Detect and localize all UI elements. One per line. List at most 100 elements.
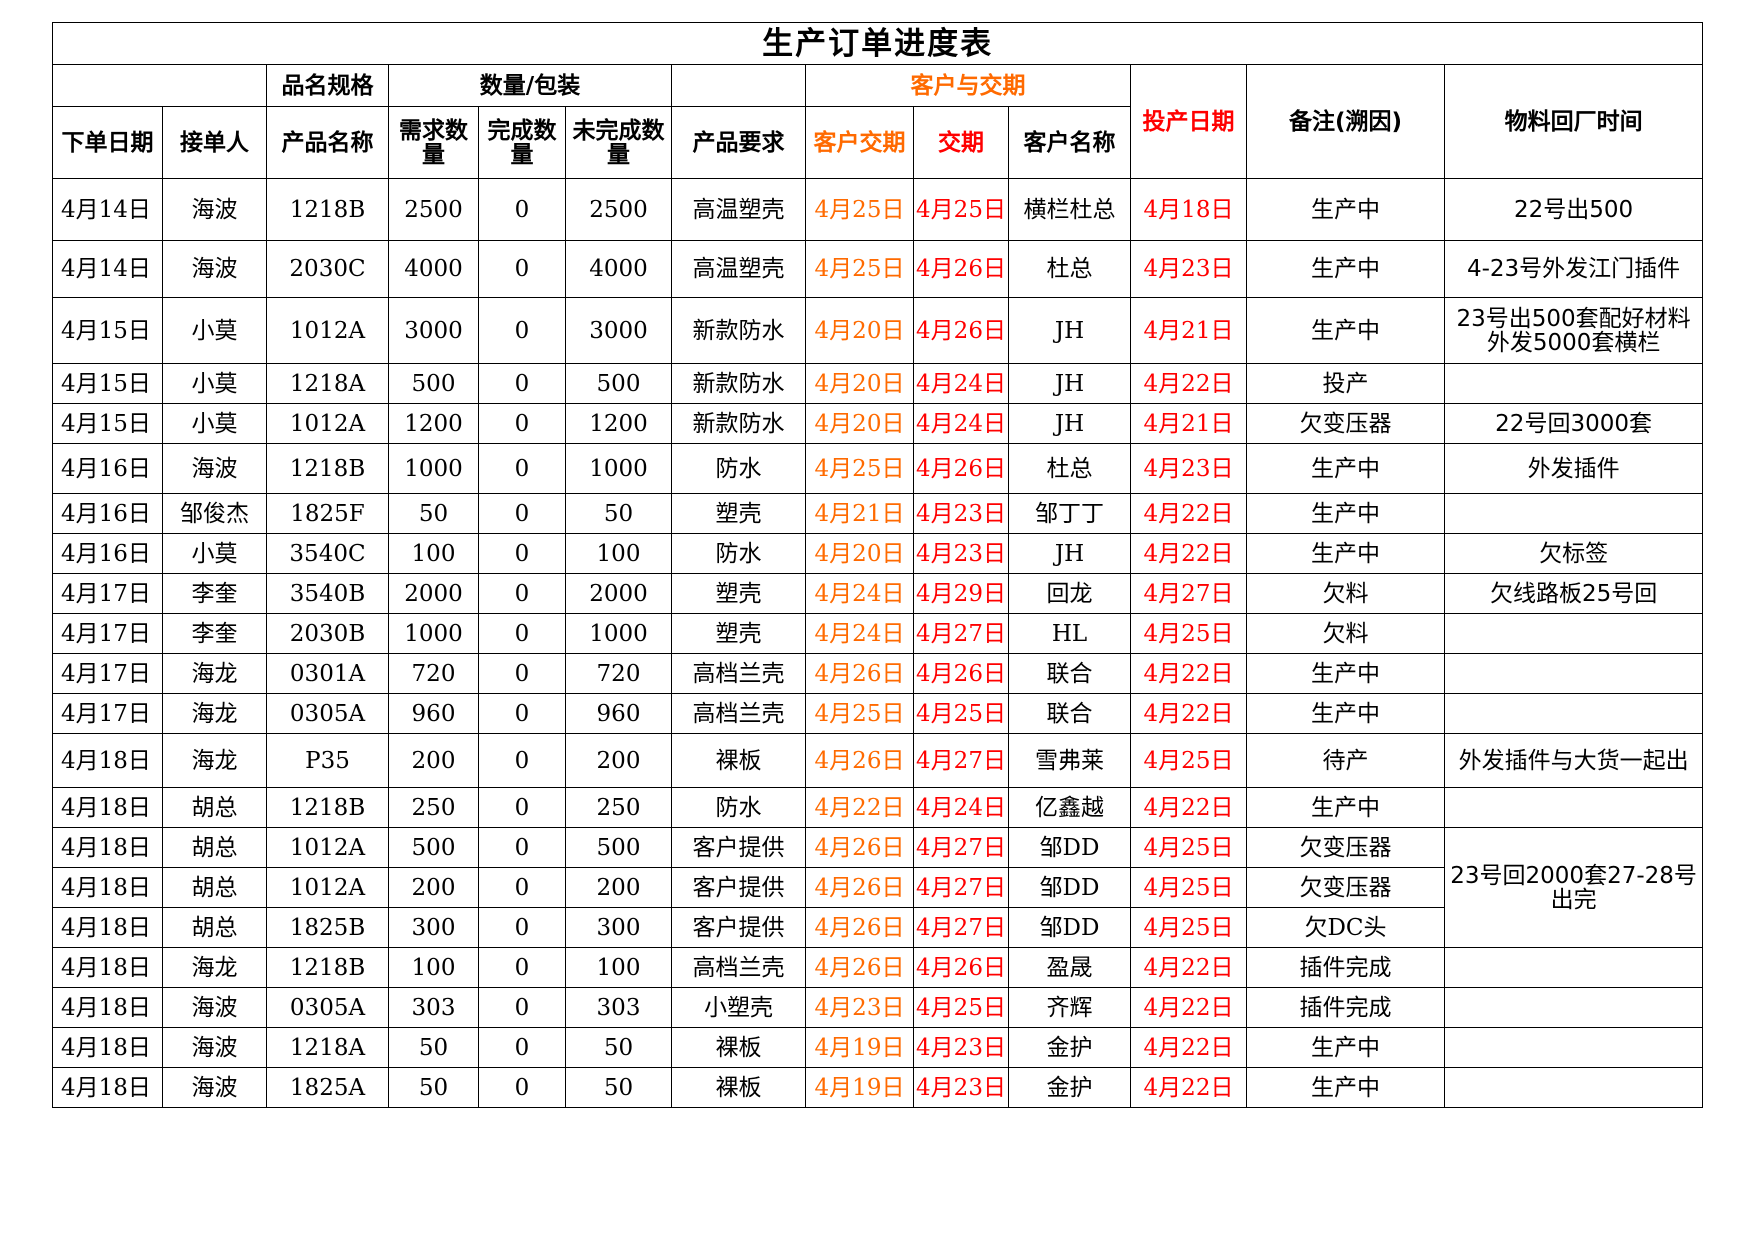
cell-material-return xyxy=(1443,493,1704,534)
production-order-table: 生产订单进度表 品名规格 数量/包装 客户与交期 投产日期 备注(溯因) 物料回… xyxy=(51,22,1704,1108)
cell-done-qty: 0 xyxy=(478,178,566,241)
cell-material-return xyxy=(1443,653,1704,694)
cell-start-date: 4月25日 xyxy=(1130,613,1247,654)
cell-start-date: 4月22日 xyxy=(1130,947,1247,988)
cell-product-name: 0301A xyxy=(266,653,389,694)
cell-done-qty: 0 xyxy=(478,787,566,828)
cell-product-name: 1218B xyxy=(266,787,389,828)
cell-receiver: 邹俊杰 xyxy=(162,493,267,534)
header-material-return: 物料回厂时间 xyxy=(1443,64,1704,179)
cell-order-date: 4月15日 xyxy=(52,363,163,404)
cell-start-date: 4月21日 xyxy=(1130,297,1247,364)
cell-undone-qty: 2000 xyxy=(565,573,672,614)
cell-order-date: 4月17日 xyxy=(52,653,163,694)
cell-product-req: 高温塑壳 xyxy=(671,240,806,298)
cell-remark: 生产中 xyxy=(1246,653,1445,694)
cell-customer-name: 金护 xyxy=(1008,1027,1131,1068)
cell-demand-qty: 960 xyxy=(388,693,479,734)
cell-undone-qty: 300 xyxy=(565,907,672,948)
cell-material-return xyxy=(1443,987,1704,1028)
cell-product-name: 1012A xyxy=(266,297,389,364)
cell-customer-due: 4月23日 xyxy=(805,987,914,1028)
cell-undone-qty: 720 xyxy=(565,653,672,694)
cell-demand-qty: 50 xyxy=(388,493,479,534)
cell-done-qty: 0 xyxy=(478,987,566,1028)
cell-order-date: 4月18日 xyxy=(52,827,163,868)
table-row: 4月18日 胡总 1012A 500 0 500 客户提供 4月26日 4月27日 邹DD 4月25… xyxy=(52,827,1704,948)
cell-product-name: 1012A xyxy=(266,403,389,444)
cell-remark: 欠料 xyxy=(1246,613,1445,654)
table-row: 4月16日 小莫 3540C 100 0 100 防水 4月20日 4月23日 JH 4月22日 生产… xyxy=(52,533,1704,574)
cell-due: 4月26日 xyxy=(913,297,1009,364)
cell-customer-due: 4月26日 xyxy=(805,947,914,988)
cell-done-qty: 0 xyxy=(478,733,566,788)
cell-remark: 生产中 xyxy=(1246,178,1445,241)
cell-done-qty: 0 xyxy=(478,1067,566,1108)
cell-remark: 生产中 xyxy=(1246,1027,1445,1068)
cell-start-date: 4月22日 xyxy=(1130,363,1247,404)
cell-product-req: 新款防水 xyxy=(671,363,806,404)
table-row: 4月14日 海波 1218B 2500 0 2500 高温塑壳 4月25日 4月25日 横栏杜总 4… xyxy=(52,178,1704,241)
cell-undone-qty: 303 xyxy=(565,987,672,1028)
cell-remark: 欠变压器 xyxy=(1246,867,1445,908)
table-row: 4月18日 海波 1825A 50 0 50 裸板 4月19日 4月23日 金护 4月22日 生产中 xyxy=(52,1067,1704,1108)
cell-demand-qty: 720 xyxy=(388,653,479,694)
table-row: 4月18日 海龙 1218B 100 0 100 高档兰壳 4月26日 4月26日 盈晟 4月22日… xyxy=(52,947,1704,988)
cell-customer-due: 4月25日 xyxy=(805,693,914,734)
cell-customer-due: 4月26日 xyxy=(805,733,914,788)
cell-material-return: 外发插件与大货一起出 xyxy=(1443,733,1704,788)
cell-start-date: 4月22日 xyxy=(1130,693,1247,734)
cell-start-date: 4月22日 xyxy=(1130,1067,1247,1108)
cell-customer-due: 4月19日 xyxy=(805,1067,914,1108)
cell-demand-qty: 1000 xyxy=(388,443,479,494)
cell-start-date: 4月21日 xyxy=(1130,403,1247,444)
cell-customer-name: JH xyxy=(1008,403,1131,444)
cell-due: 4月26日 xyxy=(913,443,1009,494)
cell-remark: 生产中 xyxy=(1246,693,1445,734)
cell-undone-qty: 50 xyxy=(565,1067,672,1108)
cell-done-qty: 0 xyxy=(478,573,566,614)
cell-customer-due: 4月19日 xyxy=(805,1027,914,1068)
cell-remark: 生产中 xyxy=(1246,1067,1445,1108)
cell-product-req: 裸板 xyxy=(671,733,806,788)
cell-customer-due: 4月26日 xyxy=(805,907,914,948)
cell-material-return xyxy=(1443,613,1704,654)
header-quantity-pack: 数量/包装 xyxy=(388,64,672,107)
cell-remark: 生产中 xyxy=(1246,787,1445,828)
cell-remark: 欠DC头 xyxy=(1246,907,1445,948)
cell-customer-name: 邹DD xyxy=(1008,867,1131,908)
cell-undone-qty: 1200 xyxy=(565,403,672,444)
cell-order-date: 4月18日 xyxy=(52,1027,163,1068)
cell-due: 4月23日 xyxy=(913,493,1009,534)
header-customer-delivery: 客户与交期 xyxy=(805,64,1131,107)
cell-customer-name: HL xyxy=(1008,613,1131,654)
cell-start-date: 4月25日 xyxy=(1130,907,1247,948)
cell-material-return: 外发插件 xyxy=(1443,443,1704,494)
cell-material-return xyxy=(1443,1067,1704,1108)
cell-demand-qty: 303 xyxy=(388,987,479,1028)
cell-demand-qty: 1200 xyxy=(388,403,479,444)
cell-receiver: 李奎 xyxy=(162,613,267,654)
header-blank xyxy=(52,64,267,107)
cell-order-date: 4月14日 xyxy=(52,240,163,298)
cell-done-qty: 0 xyxy=(478,1027,566,1068)
cell-customer-name: 杜总 xyxy=(1008,443,1131,494)
cell-order-date: 4月14日 xyxy=(52,178,163,241)
cell-order-date: 4月18日 xyxy=(52,987,163,1028)
cell-undone-qty: 100 xyxy=(565,533,672,574)
cell-undone-qty: 100 xyxy=(565,947,672,988)
cell-customer-name: 邹丁丁 xyxy=(1008,493,1131,534)
header-undone-qty: 未完成数量 xyxy=(565,106,672,179)
cell-product-req: 高档兰壳 xyxy=(671,693,806,734)
cell-receiver: 海波 xyxy=(162,240,267,298)
cell-material-return xyxy=(1443,693,1704,734)
table-row: 4月17日 海龙 0301A 720 0 720 高档兰壳 4月26日 4月26日 联合 4月22日… xyxy=(52,653,1704,694)
cell-start-date: 4月23日 xyxy=(1130,443,1247,494)
cell-due: 4月26日 xyxy=(913,240,1009,298)
cell-product-name: 2030B xyxy=(266,613,389,654)
cell-undone-qty: 4000 xyxy=(565,240,672,298)
cell-remark: 插件完成 xyxy=(1246,987,1445,1028)
cell-demand-qty: 50 xyxy=(388,1067,479,1108)
cell-product-name: 1218A xyxy=(266,1027,389,1068)
cell-done-qty: 0 xyxy=(478,443,566,494)
